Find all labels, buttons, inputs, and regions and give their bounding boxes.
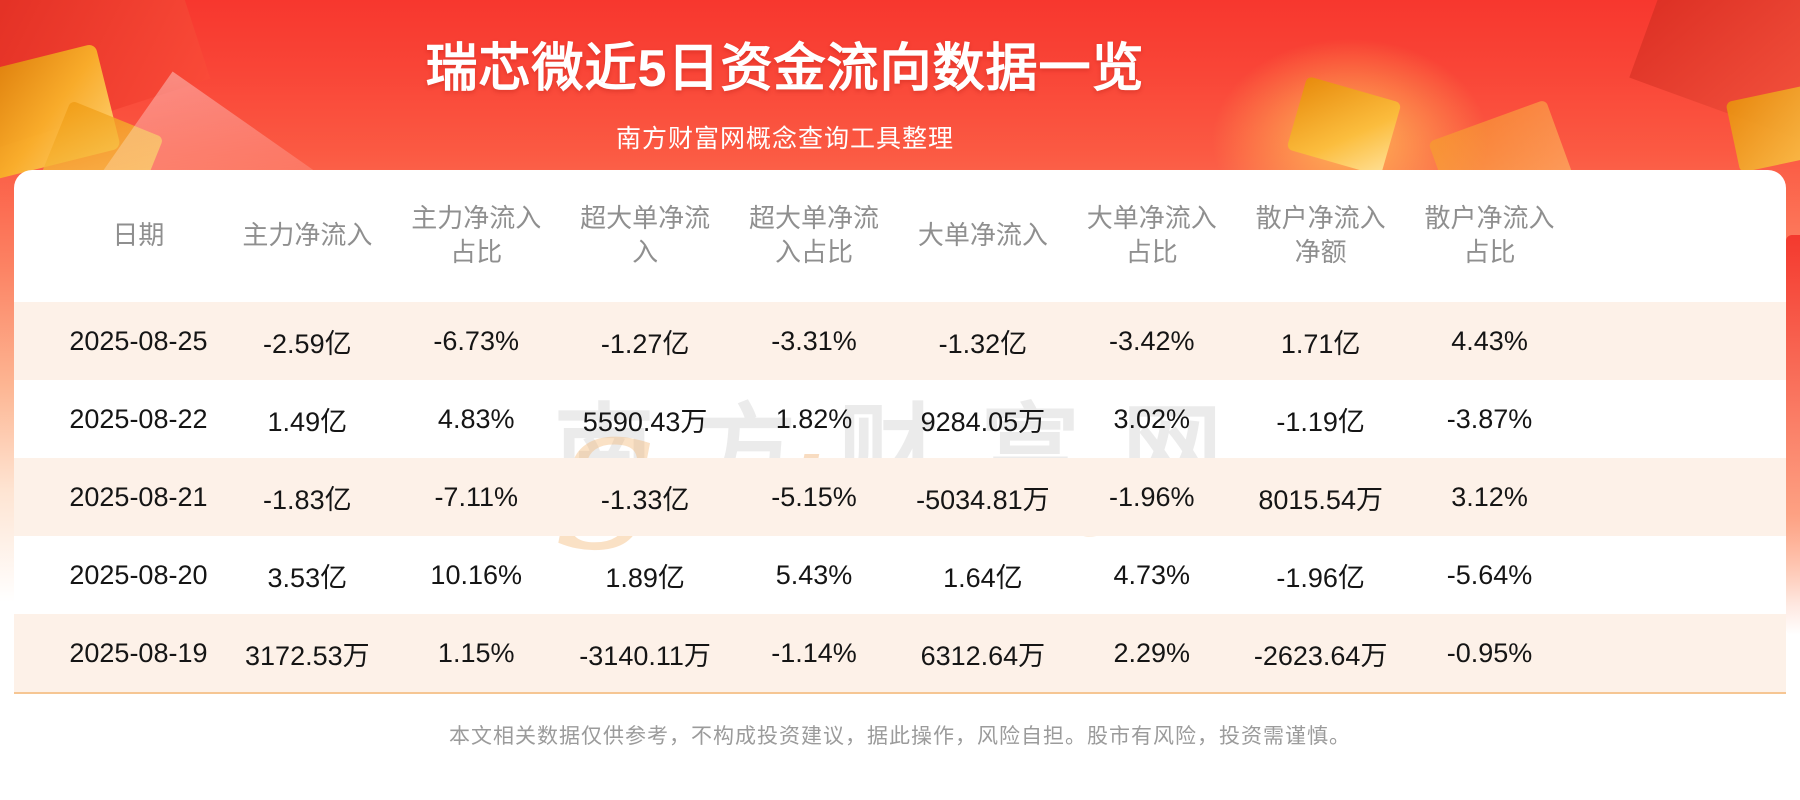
table-cell: -1.14% xyxy=(771,637,857,668)
table-cell: 1.89亿 xyxy=(605,562,685,593)
table-cell: 1.15% xyxy=(437,637,515,668)
table-cell: 4.73% xyxy=(1113,559,1191,590)
disclaimer-text: 本文相关数据仅供参考，不构成投资建议，据此操作，风险自担。股市有风险，投资需谨慎… xyxy=(449,725,1351,748)
ribbon-decoration-right-edge xyxy=(1786,235,1800,635)
card-footer: 本文相关数据仅供参考，不构成投资建议，据此操作，风险自担。股市有风险，投资需谨慎… xyxy=(14,692,1786,750)
table-cell: -6.73% xyxy=(433,325,519,356)
table-header-row: 日期 主力净流入 主力净流入 占比 超大单净流 入超大单净流 入占比 大单净流入 大单净流… xyxy=(54,170,1574,302)
table-row: 2025-08-25 -2.59亿 -6.73% -1.27亿 -3.31% -1.32亿… xyxy=(14,302,1786,380)
table-cell: -3140.11万 xyxy=(579,640,711,671)
column-header: 大单净流入 占比 xyxy=(1086,203,1217,267)
table-cell: -3.87% xyxy=(1446,403,1533,434)
table-cell: 4.83% xyxy=(437,403,515,434)
date-cell: 2025-08-22 xyxy=(69,403,208,434)
table-cell: 10.16% xyxy=(430,559,522,590)
table-cell: 3.02% xyxy=(1113,403,1191,434)
table-cell: 5590.43万 xyxy=(582,406,708,437)
table-cell: 5.43% xyxy=(775,559,853,590)
table-cell: -5.64% xyxy=(1446,559,1533,590)
table-cell: -5034.81万 xyxy=(916,484,1050,515)
table-row: 2025-08-22 1.49亿 4.83% 5590.43万 1.82% 9284.05… xyxy=(14,380,1786,458)
table-cell: -1.96亿 xyxy=(1276,562,1365,593)
table-cell: -1.32亿 xyxy=(938,328,1028,359)
table-cell: 6312.64万 xyxy=(920,640,1046,671)
page-title: 瑞芯微近5日资金流向数据一览 xyxy=(425,40,1145,98)
column-header: 超大单净流 入 xyxy=(580,203,711,267)
table-cell: 3172.53万 xyxy=(245,640,370,671)
column-header: 日期 xyxy=(112,220,165,251)
table-cell: -3.42% xyxy=(1108,325,1195,356)
table-row: 2025-08-20 3.53亿 10.16% 1.89亿 5.43% 1.64亿 4.73… xyxy=(14,536,1786,614)
table-cell: -7.11% xyxy=(434,481,518,512)
table-cell: 4.43% xyxy=(1451,325,1528,356)
table-cell: -1.19亿 xyxy=(1276,406,1365,437)
column-header: 主力净流入 占比 xyxy=(411,203,542,267)
table-body: 2025-08-25 -2.59亿 -6.73% -1.27亿 -3.31% -1.32亿… xyxy=(14,302,1786,692)
table-cell: 1.82% xyxy=(775,403,853,434)
table-cell: -1.83亿 xyxy=(263,484,352,515)
table-cell: -1.27亿 xyxy=(600,328,690,359)
date-cell: 2025-08-25 xyxy=(69,325,208,356)
column-header: 超大单净流 入占比 xyxy=(748,203,879,267)
page-subtitle: 南方财富网概念查询工具整理 xyxy=(615,125,954,153)
column-header: 散户净流入 净额 xyxy=(1255,203,1386,267)
table-cell: -2623.64万 xyxy=(1253,640,1388,671)
column-header: 大单净流入 xyxy=(917,220,1048,251)
header: 瑞芯微近5日资金流向数据一览 南方财富网概念查询工具整理 xyxy=(0,0,1570,155)
column-header: 散户净流入 占比 xyxy=(1424,203,1555,267)
table-cell: 1.64亿 xyxy=(943,562,1023,593)
date-cell: 2025-08-19 xyxy=(69,637,208,668)
table-cell: 9284.05万 xyxy=(920,406,1046,437)
table-cell: -3.31% xyxy=(771,325,857,356)
table-cell: 8015.54万 xyxy=(1258,484,1383,515)
table-cell: 2.29% xyxy=(1113,637,1191,668)
table-cell: 1.71亿 xyxy=(1280,328,1361,359)
table-cell: -1.33亿 xyxy=(600,484,690,515)
table-cell: -2.59亿 xyxy=(263,328,352,359)
table-cell: 1.49亿 xyxy=(267,406,348,437)
date-cell: 2025-08-20 xyxy=(69,559,208,590)
date-cell: 2025-08-21 xyxy=(69,481,208,512)
fund-flow-table: 日期 主力净流入 主力净流入 占比 超大单净流 入超大单净流 入占比 大单净流入 大单净流… xyxy=(14,170,1786,692)
table-cell: -0.95% xyxy=(1446,637,1533,668)
table-cell: -5.15% xyxy=(771,481,857,512)
table-cell: -1.96% xyxy=(1108,481,1195,512)
table-cell: 3.53亿 xyxy=(267,562,348,593)
column-header: 主力净流入 xyxy=(242,220,373,251)
table-cell: 3.12% xyxy=(1451,481,1528,512)
table-row: 2025-08-21 -1.83亿 -7.11% -1.33亿 -5.15% -5034.… xyxy=(14,458,1786,536)
table-row: 2025-08-19 3172.53万 1.15% -3140.11万 -1.14% 63… xyxy=(14,614,1786,692)
